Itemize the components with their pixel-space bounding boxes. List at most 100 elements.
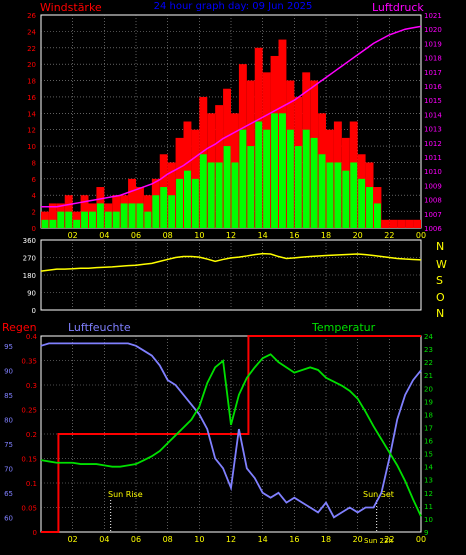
rain-y-tick-0.2: 0.2: [26, 431, 37, 439]
wind-x-tick-12: 12: [226, 231, 236, 240]
wind-speed-bar-29: [271, 113, 278, 228]
direction-y-tick-270: 270: [23, 255, 36, 263]
wind-x-tick-08: 08: [163, 231, 173, 240]
wind-speed-bar-42: [374, 203, 381, 228]
wind-axis-title: Windstärke: [40, 1, 102, 14]
temperature-y-tick-11: 11: [424, 503, 433, 511]
humidity-y-tick-95: 95: [4, 343, 13, 351]
wind-y-tick-24: 24: [27, 28, 36, 36]
wind-speed-bar-34: [310, 137, 318, 228]
wind-y-tick-12: 12: [27, 127, 36, 135]
compass-o: O: [436, 291, 445, 304]
wind-y-tick-2: 2: [32, 209, 36, 217]
wind-speed-bar-1: [49, 219, 57, 228]
wind-x-tick-16: 16: [289, 231, 299, 240]
climate-x-tick-02: 02: [68, 535, 78, 544]
climate-x-tick-14: 14: [258, 535, 268, 544]
wind-speed-bar-26: [247, 146, 255, 228]
wind-y-tick-8: 8: [32, 159, 36, 167]
temperature-line: [40, 353, 422, 517]
pressure-y-tick-1017: 1017: [424, 69, 442, 77]
temperature-y-tick-16: 16: [424, 438, 433, 446]
wind-y-tick-26: 26: [27, 12, 36, 20]
wind-speed-bar-24: [231, 162, 239, 228]
rain-line: [41, 335, 421, 533]
humidity-y-tick-85: 85: [4, 392, 13, 400]
wind-speed-bar-8: [104, 211, 112, 228]
wind-y-tick-22: 22: [27, 45, 36, 53]
pressure-y-tick-1011: 1011: [424, 154, 442, 162]
wind-speed-bar-40: [358, 178, 366, 228]
humidity-y-tick-65: 65: [4, 490, 13, 498]
wind-y-tick-10: 10: [27, 143, 36, 151]
climate-x-tick-22: 22: [384, 535, 394, 544]
rain-y-tick-0.05: 0.05: [21, 505, 37, 513]
pressure-y-tick-1007: 1007: [424, 211, 442, 219]
wind-gust-bar-45: [397, 219, 406, 228]
pressure-y-tick-1013: 1013: [424, 126, 442, 134]
pressure-y-tick-1015: 1015: [424, 97, 442, 105]
temperature-y-tick-10: 10: [424, 516, 433, 524]
wind-y-tick-6: 6: [32, 176, 37, 184]
temperature-y-tick-14: 14: [424, 464, 433, 472]
direction-y-tick-0: 0: [32, 307, 36, 315]
wind-speed-bar-25: [239, 129, 247, 228]
wind-speed-bar-18: [184, 170, 191, 228]
wind-speed-bar-41: [366, 187, 373, 228]
humidity-axis-title: Luftfeuchte: [68, 321, 131, 334]
pressure-y-tick-1021: 1021: [424, 12, 442, 20]
wind-x-tick-06: 06: [131, 231, 141, 240]
wind-speed-bar-14: [152, 195, 160, 228]
sunset-label: Sun Set: [363, 490, 394, 499]
wind-speed-bar-23: [223, 146, 231, 228]
wind-y-tick-18: 18: [27, 78, 36, 86]
compass-n-top: N: [436, 240, 444, 253]
wind-speed-bar-10: [120, 203, 128, 228]
humidity-y-tick-70: 70: [4, 465, 13, 473]
wind-speed-bar-37: [334, 162, 342, 228]
compass-s: S: [436, 274, 443, 287]
wind-speed-bar-5: [81, 211, 88, 228]
pressure-y-tick-1010: 1010: [424, 168, 442, 176]
direction-y-tick-360: 360: [23, 237, 36, 245]
wind-speed-bar-21: [207, 162, 215, 228]
wind-speed-bar-31: [286, 129, 294, 228]
wind-gust-bar-43: [381, 219, 390, 228]
wind-x-tick-20: 20: [353, 231, 363, 240]
wind-speed-bar-27: [255, 121, 263, 228]
wind-speed-bar-20: [199, 154, 207, 228]
humidity-y-tick-75: 75: [4, 441, 13, 449]
pressure-y-tick-1018: 1018: [424, 55, 442, 63]
wind-x-tick-14: 14: [258, 231, 268, 240]
wind-x-tick-04: 04: [99, 231, 109, 240]
humidity-y-tick-60: 60: [4, 514, 13, 522]
wind-speed-bar-7: [96, 203, 104, 228]
wind-speed-bar-2: [57, 211, 65, 228]
wind-speed-bar-12: [136, 203, 144, 228]
climate-x-tick-20: 20: [353, 535, 363, 544]
humidity-y-tick-90: 90: [4, 367, 13, 375]
pressure-y-tick-1008: 1008: [424, 197, 442, 205]
humidity-y-tick-80: 80: [4, 416, 13, 424]
direction-y-tick-90: 90: [27, 290, 36, 298]
temperature-y-tick-19: 19: [424, 398, 433, 406]
wind-gust-bar-44: [389, 219, 398, 228]
pressure-line: [41, 25, 422, 208]
wind-speed-bar-15: [160, 187, 168, 228]
temperature-axis-title: Temperatur: [311, 321, 376, 334]
rain-axis-title: Regen: [2, 321, 37, 334]
direction-line: [40, 252, 422, 272]
wind-y-tick-4: 4: [32, 192, 37, 200]
temperature-y-tick-15: 15: [424, 451, 433, 459]
chart-title: 24 hour graph day: 09 Jun 2025: [154, 1, 313, 12]
rain-y-tick-0.1: 0.1: [26, 480, 37, 488]
wind-gust-bar-1: [48, 203, 57, 228]
wind-speed-bar-3: [65, 211, 73, 228]
temperature-y-tick-17: 17: [424, 424, 433, 432]
temperature-y-tick-20: 20: [424, 385, 433, 393]
rain-y-tick-0.3: 0.3: [26, 382, 37, 390]
rain-y-tick-0: 0: [33, 529, 37, 537]
pressure-y-tick-1014: 1014: [424, 111, 442, 119]
temperature-y-tick-9: 9: [424, 529, 428, 537]
